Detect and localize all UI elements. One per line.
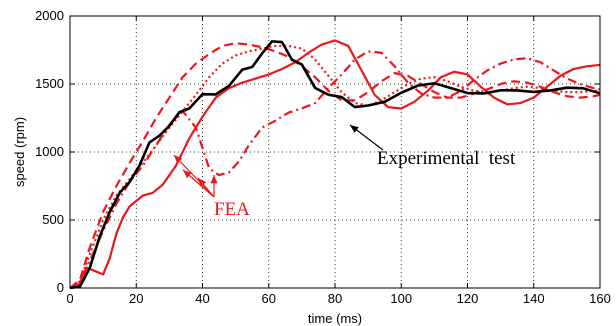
- y-tick-label: 1500: [35, 76, 64, 91]
- y-axis-label: speed (rpm): [12, 117, 27, 187]
- series-line-dotted-red: [69, 44, 600, 289]
- x-tick-label: 100: [390, 291, 412, 306]
- experimental-arrow: [349, 124, 384, 151]
- series-line-solid-black: [69, 40, 601, 290]
- x-tick-label: 40: [195, 291, 209, 306]
- x-tick-label: 80: [328, 291, 342, 306]
- x-tick-label: 60: [262, 291, 276, 306]
- annotation-experimental-test: Experimental test: [377, 148, 516, 169]
- fea-arrow: [197, 177, 215, 198]
- annotation-fea: FEA: [214, 199, 250, 220]
- grid: [70, 16, 600, 288]
- series-layer: [69, 39, 601, 290]
- y-tick-label: 1000: [35, 144, 64, 159]
- x-tick-label: 20: [129, 291, 143, 306]
- annotation-arrows: [173, 124, 384, 198]
- ticks: 0 20 40 60 80 100 120 140 160 0 500 1000 1500 2000: [35, 8, 611, 306]
- x-tick-label: 140: [523, 291, 545, 306]
- y-tick-label: 2000: [35, 8, 64, 23]
- series-line-solid-red: [69, 39, 601, 290]
- x-tick-label: 120: [457, 291, 479, 306]
- x-tick-label: 160: [589, 291, 611, 306]
- x-axis-label: time (ms): [308, 311, 362, 326]
- x-tick-label: 0: [66, 291, 73, 306]
- y-tick-label: 0: [57, 280, 64, 295]
- y-tick-label: 500: [42, 212, 64, 227]
